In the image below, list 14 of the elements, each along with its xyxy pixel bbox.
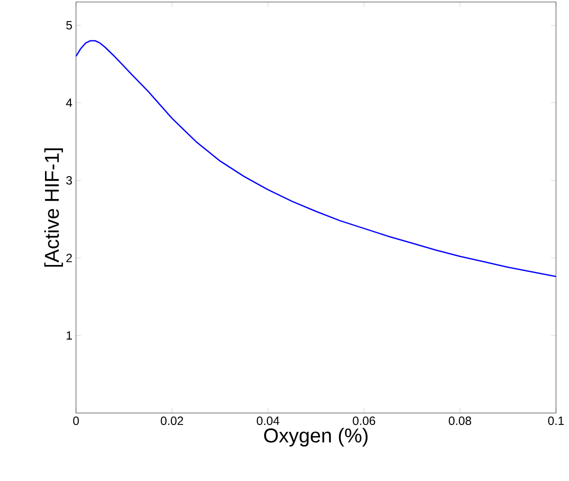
y-tick-label: 2 bbox=[66, 254, 72, 262]
x-tick-label: 0.08 bbox=[448, 416, 472, 426]
x-tick-label: 0 bbox=[73, 416, 79, 426]
x-tick-label: 0.04 bbox=[256, 416, 280, 426]
x-tick-label: 0.1 bbox=[548, 416, 564, 426]
x-tick-label: 0.02 bbox=[160, 416, 184, 426]
y-axis-title: [Active HIF-1] bbox=[44, 148, 63, 267]
y-tick-label: 4 bbox=[66, 98, 72, 107]
y-tick-label: 1 bbox=[66, 331, 72, 340]
x-axis-title: Oxygen (%) bbox=[264, 428, 368, 447]
x-tick-label: 0.06 bbox=[352, 416, 376, 426]
y-tick-label: 5 bbox=[66, 21, 72, 30]
y-tick-label: 3 bbox=[66, 176, 72, 185]
line-series bbox=[76, 40, 556, 278]
